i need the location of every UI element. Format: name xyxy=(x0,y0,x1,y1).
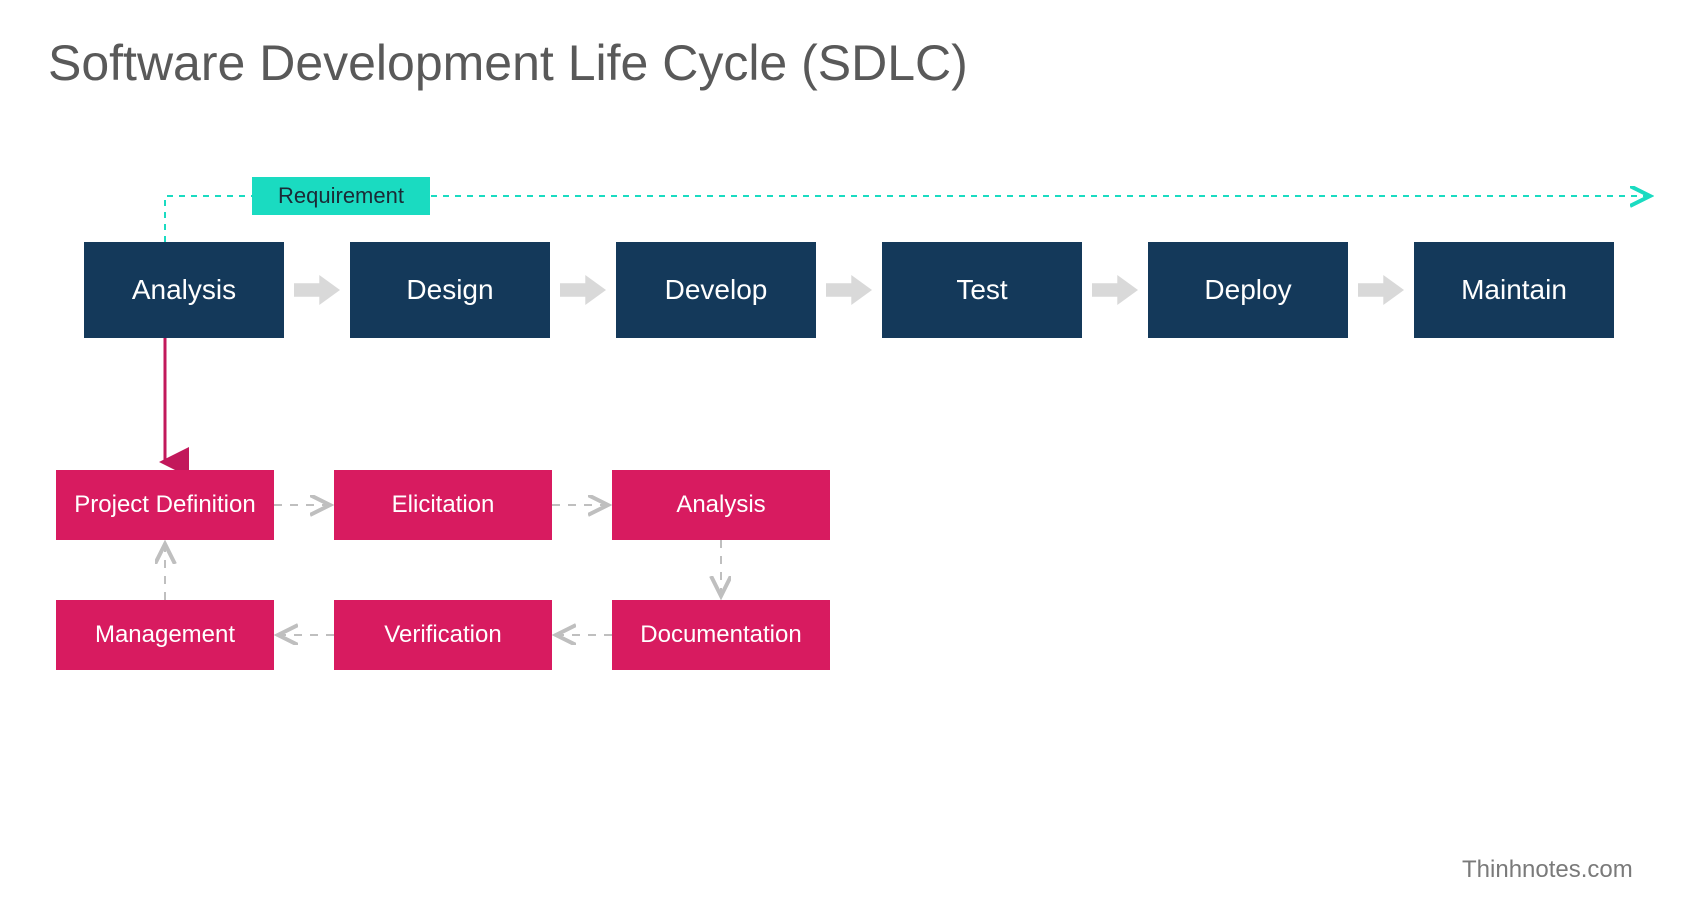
requirement-tag-label: Requirement xyxy=(278,183,404,209)
analysis-to-subprocess-arrow xyxy=(145,338,185,474)
phase-box-design: Design xyxy=(350,242,550,338)
attribution: Thinhnotes.com xyxy=(1462,856,1633,884)
sub-box-elicitation: Elicitation xyxy=(334,470,552,540)
arrow-documentation-verification xyxy=(546,623,624,647)
phase-box-deploy: Deploy xyxy=(1148,242,1348,338)
phase-box-test: Test xyxy=(882,242,1082,338)
arrow-verification-management xyxy=(268,623,346,647)
arrow-pd-elicitation xyxy=(262,493,340,517)
sub-box-documentation: Documentation xyxy=(612,600,830,670)
phase-arrow xyxy=(1092,275,1138,305)
arrow-elicitation-analysis xyxy=(540,493,618,517)
sub-box-project-definition: Project Definition xyxy=(56,470,274,540)
sub-box-verification: Verification xyxy=(334,600,552,670)
phase-arrow xyxy=(560,275,606,305)
phase-box-maintain: Maintain xyxy=(1414,242,1614,338)
arrow-analysis-documentation xyxy=(709,528,733,606)
diagram-canvas: Software Development Life Cycle (SDLC) R… xyxy=(0,0,1696,907)
phase-arrow xyxy=(826,275,872,305)
phase-box-develop: Develop xyxy=(616,242,816,338)
requirement-tag: Requirement xyxy=(252,177,430,215)
phase-arrow xyxy=(1358,275,1404,305)
phase-box-analysis: Analysis xyxy=(84,242,284,338)
arrow-management-pd xyxy=(153,534,177,612)
phase-arrow xyxy=(294,275,340,305)
